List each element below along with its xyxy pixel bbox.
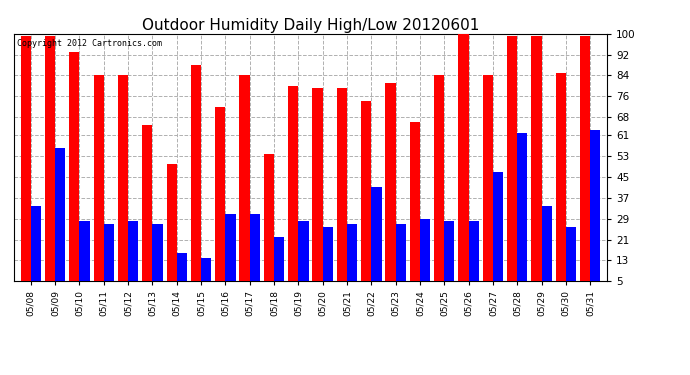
Bar xyxy=(580,36,590,294)
Bar xyxy=(444,221,455,294)
Bar xyxy=(142,125,152,294)
Bar xyxy=(298,221,308,294)
Bar xyxy=(166,164,177,294)
Bar xyxy=(118,75,128,294)
Bar xyxy=(347,224,357,294)
Bar xyxy=(458,34,469,294)
Bar xyxy=(274,237,284,294)
Bar xyxy=(69,52,79,294)
Bar xyxy=(371,188,382,294)
Bar xyxy=(288,86,298,294)
Bar xyxy=(518,133,527,294)
Bar xyxy=(483,75,493,294)
Bar xyxy=(337,88,347,294)
Bar xyxy=(566,226,576,294)
Bar xyxy=(323,226,333,294)
Bar xyxy=(21,36,31,294)
Bar xyxy=(215,107,226,294)
Bar xyxy=(264,154,274,294)
Title: Outdoor Humidity Daily High/Low 20120601: Outdoor Humidity Daily High/Low 20120601 xyxy=(142,18,479,33)
Bar xyxy=(507,36,518,294)
Bar xyxy=(55,148,66,294)
Bar xyxy=(226,213,235,294)
Bar xyxy=(386,83,395,294)
Bar xyxy=(79,221,90,294)
Bar xyxy=(191,65,201,294)
Bar xyxy=(128,221,138,294)
Bar xyxy=(555,73,566,294)
Bar xyxy=(152,224,163,294)
Bar xyxy=(420,219,430,294)
Bar xyxy=(177,253,187,294)
Bar xyxy=(542,206,552,294)
Bar xyxy=(31,206,41,294)
Bar xyxy=(201,258,211,294)
Text: Copyright 2012 Cartronics.com: Copyright 2012 Cartronics.com xyxy=(17,39,161,48)
Bar xyxy=(250,213,260,294)
Bar xyxy=(531,36,542,294)
Bar xyxy=(313,88,323,294)
Bar xyxy=(590,130,600,294)
Bar xyxy=(469,221,479,294)
Bar xyxy=(395,224,406,294)
Bar xyxy=(94,75,104,294)
Bar xyxy=(493,172,503,294)
Bar xyxy=(239,75,250,294)
Bar xyxy=(410,122,420,294)
Bar xyxy=(45,36,55,294)
Bar xyxy=(434,75,444,294)
Bar xyxy=(104,224,114,294)
Bar xyxy=(361,102,371,294)
